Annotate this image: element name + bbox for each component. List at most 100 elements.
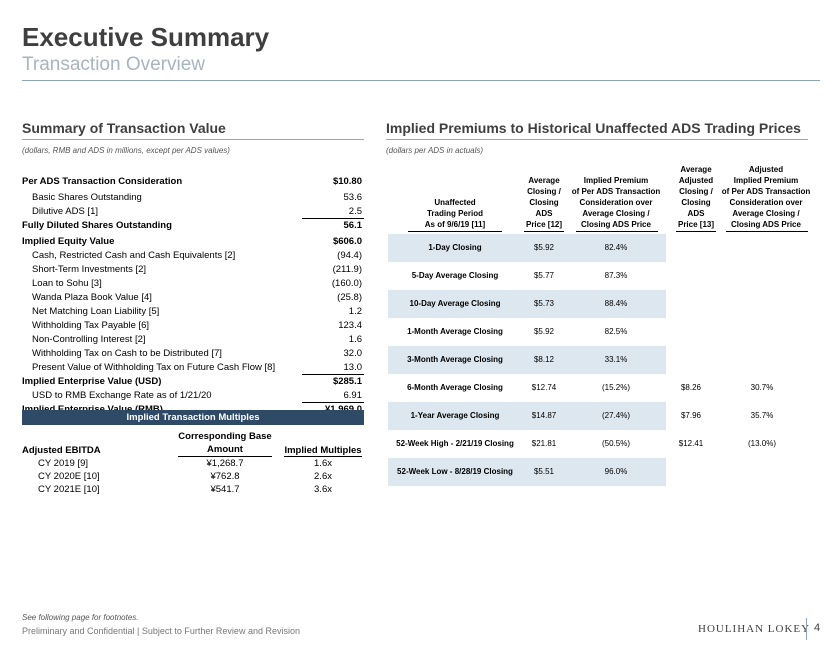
row-period: 1-Month Average Closing [407, 327, 503, 336]
table-row: Net Matching Loan Liability [5] 1.2 [22, 306, 364, 318]
row-adj-premium: (13.0%) [747, 439, 776, 448]
row-premium: 82.5% [604, 327, 628, 336]
row-value: 6.91 [343, 390, 363, 401]
row-period: 1-Day Closing [428, 243, 482, 252]
multiples-row-base: ¥541.7 [210, 484, 240, 495]
row-period: 1-Year Average Closing [410, 411, 500, 420]
row-avg: $5.92 [533, 243, 555, 252]
table-row: Fully Diluted Shares Outstanding 56.1 [22, 220, 364, 232]
header-underline [726, 231, 808, 232]
unaffected-period-header: Unaffected Trading Period As of 9/6/19 [… [388, 197, 522, 230]
row-value: (94.4) [337, 250, 362, 261]
confidential-notice: Preliminary and Confidential | Subject t… [22, 626, 300, 636]
subtotal-rule [302, 402, 364, 403]
header-line: Adjusted [748, 165, 784, 174]
footnote-reference: See following page for footnotes. [22, 613, 139, 622]
row-label: Per ADS Transaction Consideration [22, 176, 183, 187]
row-period: 5-Day Average Closing [411, 271, 499, 280]
table-row: 52-Week High - 2/21/19 Closing $21.81 (5… [388, 430, 808, 458]
row-value: 1.2 [348, 306, 362, 317]
row-shading [388, 290, 666, 318]
multiples-row-label: CY 2020E [10] [38, 471, 100, 482]
row-label: Basic Shares Outstanding [32, 192, 142, 203]
row-value: $285.1 [332, 376, 362, 387]
row-avg: $21.81 [531, 439, 557, 448]
multiples-row-base: ¥1,268.7 [206, 458, 244, 469]
multiples-row-label: CY 2021E [10] [38, 484, 100, 495]
row-label: Dilutive ADS [1] [32, 206, 98, 217]
footer-separator [806, 618, 807, 640]
title-divider [22, 80, 820, 81]
row-label: USD to RMB Exchange Rate as of 1/21/20 [32, 390, 212, 401]
multiples-row-label: CY 2019 [9] [38, 458, 89, 469]
table-row: Implied Enterprise Value (RMB) ¥1,969.0 [22, 404, 364, 416]
header-line: of Per ADS Transaction [571, 187, 661, 196]
row-premium: 87.3% [604, 271, 628, 280]
header-line: Closing [529, 198, 559, 207]
row-premium: 96.0% [604, 467, 628, 476]
row-premium: 33.1% [604, 355, 628, 364]
table-row: Wanda Plaza Book Value [4] (25.8) [22, 292, 364, 304]
header-line: Closing / [679, 187, 713, 196]
row-value: 32.0 [343, 348, 363, 359]
row-label: Cash, Restricted Cash and Cash Equivalen… [32, 250, 236, 261]
table-row: Non-Controlling Interest [2] 1.6 [22, 334, 364, 346]
table-row: Withholding Tax on Cash to be Distribute… [22, 348, 364, 360]
row-value: (160.0) [331, 278, 362, 289]
header-line: Price [13] [677, 220, 715, 229]
table-row: USD to RMB Exchange Rate as of 1/21/20 6… [22, 390, 364, 402]
implied-premium-header: Implied Premium of Per ADS Transaction C… [566, 175, 666, 230]
header-line: Consideration over [579, 198, 653, 207]
header-line: Trading Period [426, 209, 483, 218]
implied-premiums-note: (dollars per ADS in actuals) [386, 146, 484, 155]
header-line: Closing ADS Price [581, 220, 651, 229]
row-value: 13.0 [343, 362, 363, 373]
table-row: Cash, Restricted Cash and Cash Equivalen… [22, 250, 364, 262]
row-adj-premium: 35.7% [750, 411, 774, 420]
header-underline [576, 231, 658, 232]
row-label: Withholding Tax on Cash to be Distribute… [32, 348, 222, 359]
row-adj-premium: 30.7% [750, 383, 774, 392]
row-value: (25.8) [337, 292, 362, 303]
table-row: 1-Day Closing $5.92 82.4% [388, 234, 808, 262]
header-line: of Per ADS Transaction [721, 187, 811, 196]
row-shading [388, 346, 666, 374]
adjusted-average-closing-header: Average Adjusted Closing / Closing ADS P… [672, 164, 720, 230]
table-row: 1-Month Average Closing $5.92 82.5% [388, 318, 808, 346]
header-line: Implied Premium [583, 176, 649, 185]
row-shading [388, 234, 666, 262]
row-label: Wanda Plaza Book Value [4] [32, 292, 152, 303]
row-premium: 82.4% [604, 243, 628, 252]
row-shading [388, 458, 666, 486]
row-premium: (27.4%) [601, 411, 630, 420]
row-avg: $5.77 [533, 271, 555, 280]
multiples-row-mult: 2.6x [314, 471, 332, 482]
table-row: 10-Day Average Closing $5.73 88.4% [388, 290, 808, 318]
multiples-row-mult: 3.6x [314, 484, 332, 495]
table-row: 52-Week Low - 8/28/19 Closing $5.51 96.0… [388, 458, 808, 486]
row-label: Implied Enterprise Value (RMB) [22, 404, 163, 415]
row-label: Implied Equity Value [22, 236, 115, 247]
header-line: Closing [681, 198, 711, 207]
header-line: Closing ADS Price [731, 220, 801, 229]
row-period: 52-Week Low - 8/28/19 Closing [397, 467, 513, 476]
table-row: Loan to Sohu [3] (160.0) [22, 278, 364, 290]
row-label: Loan to Sohu [3] [32, 278, 102, 289]
table-row: Dilutive ADS [1] 2.5 [22, 206, 364, 218]
table-row: 5-Day Average Closing $5.77 87.3% [388, 262, 808, 290]
table-row: Implied Equity Value $606.0 [22, 236, 364, 248]
implied-multiples-header: Implied Multiples [284, 445, 362, 456]
row-adj-avg: $12.41 [678, 439, 704, 448]
row-label: Implied Enterprise Value (USD) [22, 376, 162, 387]
average-closing-header: Average Closing / Closing ADS Price [12] [522, 175, 566, 230]
row-label: Net Matching Loan Liability [5] [32, 306, 160, 317]
implied-premiums-title: Implied Premiums to Historical Unaffecte… [386, 120, 801, 136]
subtotal-rule [302, 374, 364, 375]
right-section-divider [386, 139, 808, 140]
row-avg: $5.92 [533, 327, 555, 336]
row-label: Withholding Tax Payable [6] [32, 320, 150, 331]
page-subtitle: Transaction Overview [22, 54, 206, 75]
header-line: Consideration over [729, 198, 803, 207]
row-period: 3-Month Average Closing [407, 355, 503, 364]
row-value: $606.0 [332, 236, 362, 247]
